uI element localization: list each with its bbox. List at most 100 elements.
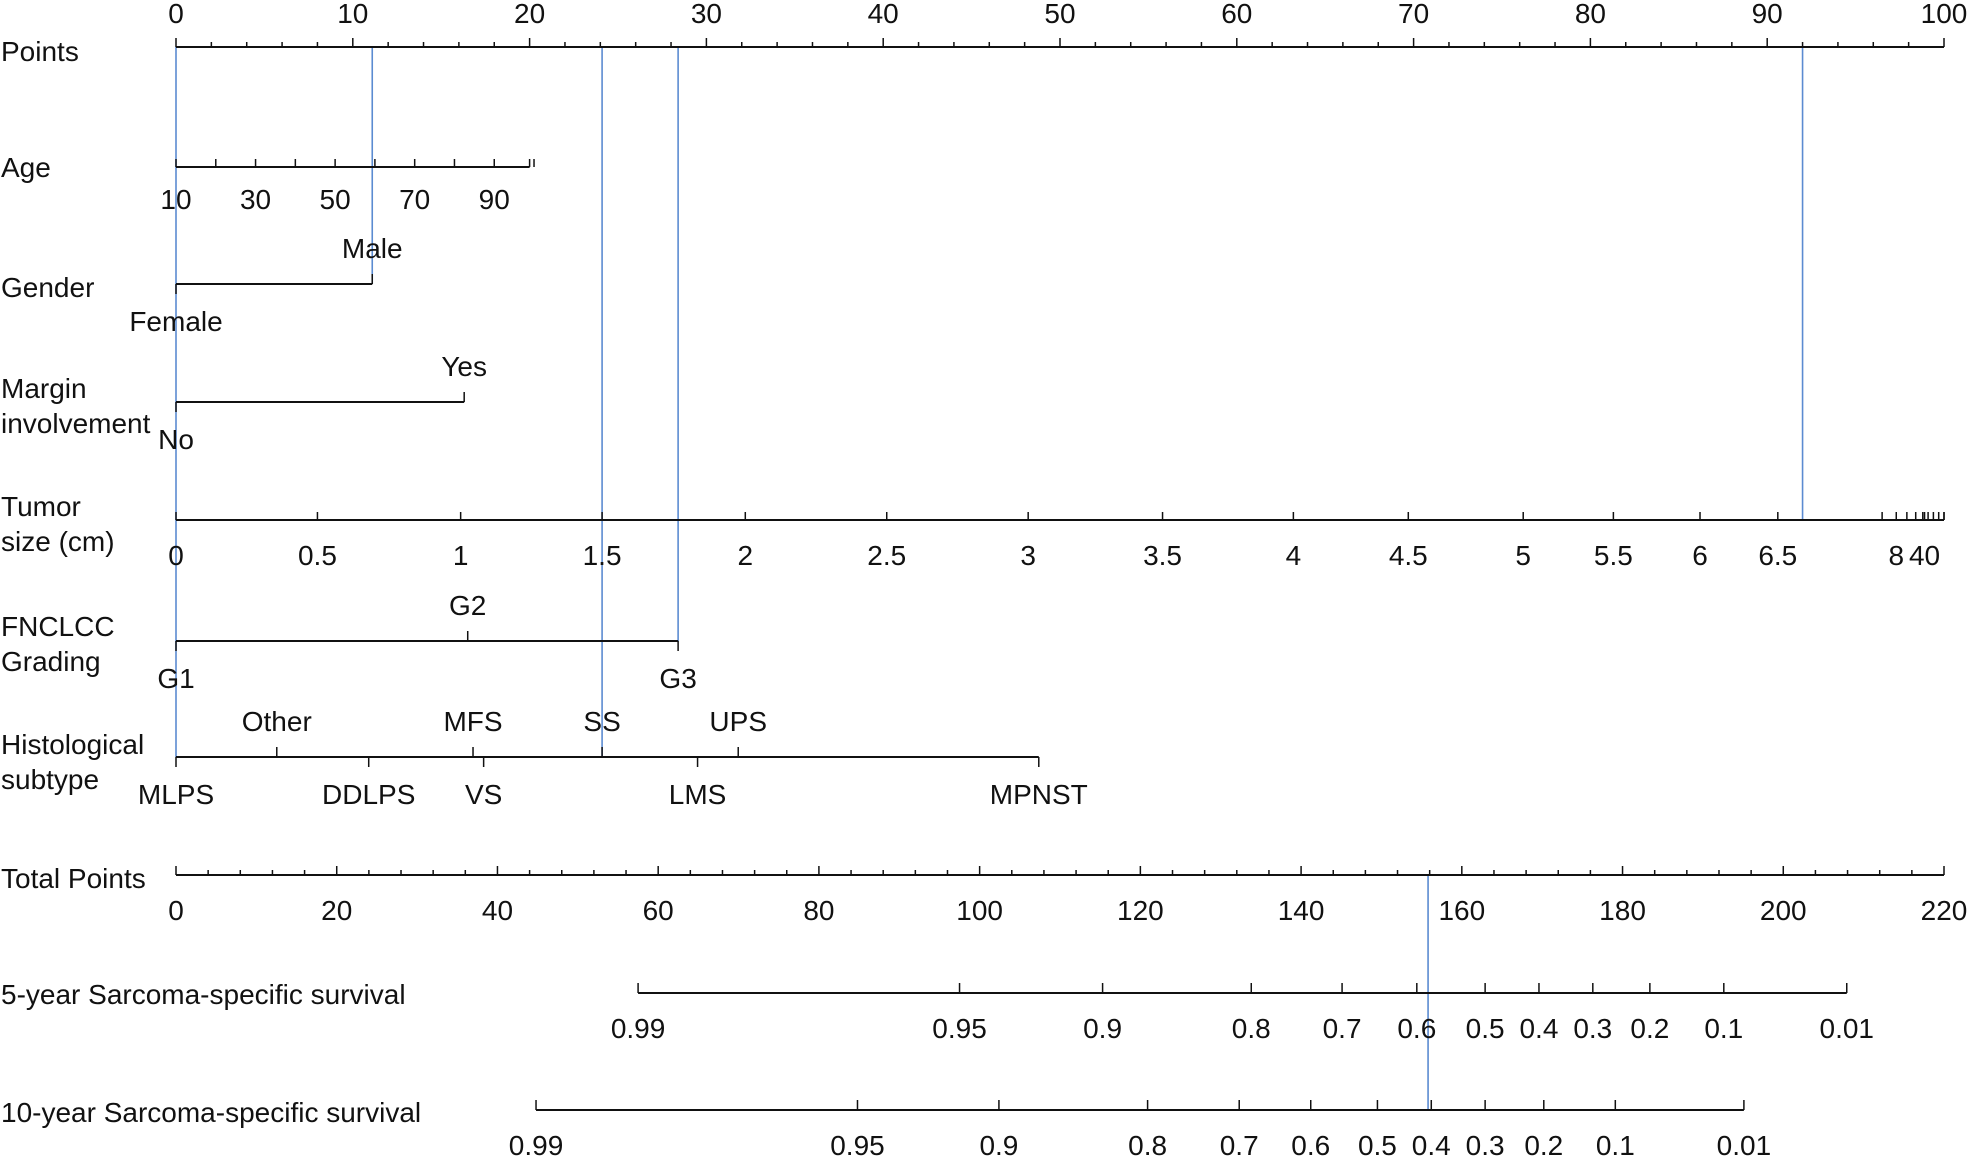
surv10-tick-label: 0.95: [830, 1130, 885, 1161]
surv5-tick-label: 0.1: [1704, 1013, 1743, 1044]
surv5-tick-label: 0.8: [1232, 1013, 1271, 1044]
points-tick-label: 30: [691, 0, 722, 29]
total-points-tick-label: 40: [482, 895, 513, 926]
tumor_size-tick-label: 40: [1909, 540, 1940, 571]
tumor_size-tick-label: 4.5: [1389, 540, 1428, 571]
tumor_size-tick-label: 2: [738, 540, 754, 571]
histology-category-label: MFS: [443, 706, 502, 737]
surv5-tick-label: 0.3: [1573, 1013, 1612, 1044]
row-label-histology: subtype: [1, 764, 99, 795]
age-tick-label: 70: [399, 184, 430, 215]
row-label-points: Points: [1, 36, 79, 67]
total-points-tick-label: 80: [803, 895, 834, 926]
histology-category-label: Other: [242, 706, 312, 737]
points-tick-label: 80: [1575, 0, 1606, 29]
row-label-surv5: 5-year Sarcoma-specific survival: [1, 979, 406, 1010]
points-tick-label: 70: [1398, 0, 1429, 29]
surv5-tick-label: 0.95: [932, 1013, 987, 1044]
surv10-tick-label: 0.2: [1524, 1130, 1563, 1161]
row-label-grading: FNCLCC: [1, 611, 115, 642]
age-tick-label: 10: [160, 184, 191, 215]
total-points-tick-label: 180: [1599, 895, 1646, 926]
total-points-tick-label: 200: [1760, 895, 1807, 926]
row-label-margin: involvement: [1, 408, 151, 439]
row-label-gender: Gender: [1, 272, 94, 303]
histology-category-label: VS: [465, 779, 502, 810]
tumor_size-tick-label: 5: [1515, 540, 1531, 571]
row-label-tumor_size: size (cm): [1, 526, 115, 557]
tumor_size-tick-label: 4: [1286, 540, 1302, 571]
total-points-tick-label: 20: [321, 895, 352, 926]
surv10-tick-label: 0.1: [1596, 1130, 1635, 1161]
surv10-tick-label: 0.7: [1220, 1130, 1259, 1161]
grading-category-label: G3: [659, 663, 696, 694]
surv5-tick-label: 0.5: [1466, 1013, 1505, 1044]
total-points-tick-label: 60: [643, 895, 674, 926]
points-tick-label: 40: [868, 0, 899, 29]
histology-category-label: UPS: [709, 706, 767, 737]
tumor_size-tick-label: 0.5: [298, 540, 337, 571]
margin-category-label: Yes: [441, 351, 487, 382]
surv5-tick-label: 0.6: [1397, 1013, 1436, 1044]
tumor_size-tick-label: 5.5: [1594, 540, 1633, 571]
row-label-tumor_size: Tumor: [1, 491, 81, 522]
points-tick-label: 90: [1752, 0, 1783, 29]
points-tick-label: 20: [514, 0, 545, 29]
tumor_size-tick-label: 1: [453, 540, 469, 571]
age-tick-label: 90: [479, 184, 510, 215]
tumor_size-tick-label: 0: [168, 540, 184, 571]
surv5-tick-label: 0.01: [1820, 1013, 1875, 1044]
surv10-tick-label: 0.8: [1128, 1130, 1167, 1161]
points-tick-label: 50: [1044, 0, 1075, 29]
points-tick-label: 0: [168, 0, 184, 29]
grading-category-label: G2: [449, 590, 486, 621]
histology-category-label: DDLPS: [322, 779, 415, 810]
total-points-tick-label: 220: [1921, 895, 1968, 926]
tumor_size-tick-label: 6: [1692, 540, 1708, 571]
age-tick-label: 50: [320, 184, 351, 215]
gender-category-label: Male: [342, 233, 403, 264]
tumor_size-tick-label: 1.5: [583, 540, 622, 571]
surv10-tick-label: 0.99: [509, 1130, 564, 1161]
surv5-tick-label: 0.9: [1083, 1013, 1122, 1044]
surv10-tick-label: 0.5: [1358, 1130, 1397, 1161]
points-tick-label: 100: [1921, 0, 1968, 29]
surv5-tick-label: 0.2: [1630, 1013, 1669, 1044]
histology-category-label: SS: [583, 706, 620, 737]
tumor_size-tick-label: 8: [1888, 540, 1904, 571]
surv5-tick-label: 0.99: [611, 1013, 666, 1044]
surv5-tick-label: 0.7: [1323, 1013, 1362, 1044]
histology-category-label: LMS: [669, 779, 727, 810]
margin-category-label: No: [158, 424, 194, 455]
total-points-tick-label: 100: [956, 895, 1003, 926]
surv10-tick-label: 0.6: [1291, 1130, 1330, 1161]
row-label-age: Age: [1, 152, 51, 183]
tumor_size-tick-label: 3.5: [1143, 540, 1182, 571]
grading-category-label: G1: [157, 663, 194, 694]
age-tick-label: 30: [240, 184, 271, 215]
total-points-tick-label: 160: [1438, 895, 1485, 926]
points-tick-label: 60: [1221, 0, 1252, 29]
surv10-tick-label: 0.3: [1466, 1130, 1505, 1161]
total-points-tick-label: 0: [168, 895, 184, 926]
gender-category-label: Female: [129, 306, 222, 337]
surv10-tick-label: 0.4: [1412, 1130, 1451, 1161]
row-label-grading: Grading: [1, 646, 101, 677]
points-tick-label: 10: [337, 0, 368, 29]
tumor_size-tick-label: 3: [1020, 540, 1036, 571]
surv10-tick-label: 0.9: [979, 1130, 1018, 1161]
tumor_size-tick-label: 6.5: [1758, 540, 1797, 571]
surv5-tick-label: 0.4: [1519, 1013, 1558, 1044]
row-label-total_points: Total Points: [1, 863, 146, 894]
row-label-surv10: 10-year Sarcoma-specific survival: [1, 1097, 421, 1128]
histology-category-label: MLPS: [138, 779, 214, 810]
total-points-tick-label: 140: [1278, 895, 1325, 926]
row-label-histology: Histological: [1, 729, 144, 760]
axes-layer: [175, 38, 1945, 1111]
row-label-margin: Margin: [1, 373, 87, 404]
surv10-tick-label: 0.01: [1717, 1130, 1772, 1161]
tumor_size-tick-label: 2.5: [867, 540, 906, 571]
total-points-tick-label: 120: [1117, 895, 1164, 926]
